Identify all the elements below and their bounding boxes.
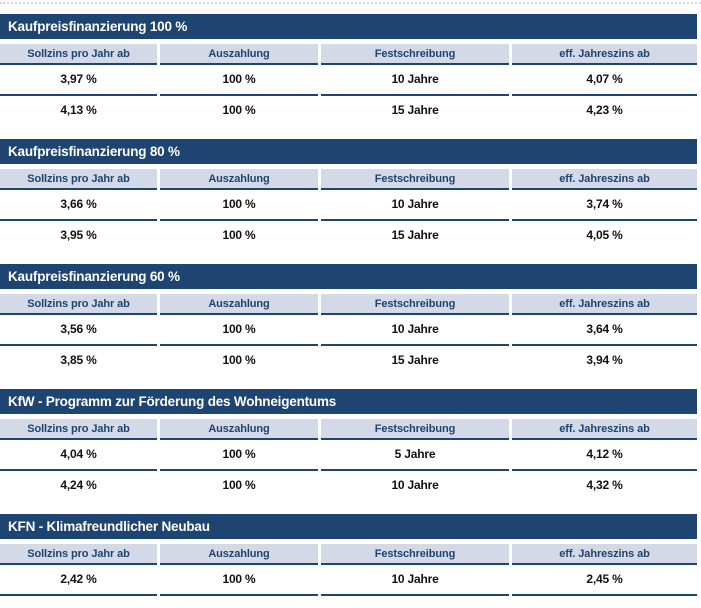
table-row: 2,42 % 100 % 10 Jahre 2,45 % (0, 565, 697, 596)
column-header: Festschreibung (321, 169, 509, 190)
table-cell: 100 % (222, 103, 256, 117)
table-cell: 4,12 % (512, 440, 697, 471)
column-header-row: Sollzins pro Jahr ab Auszahlung Festschrei… (0, 294, 697, 315)
column-header: Festschreibung (321, 419, 509, 440)
rows: 4,04 % 100 % 5 Jahre 4,12 % 4,24 % 100 % 10 Ja… (0, 440, 697, 502)
table-cell: 3,97 % (0, 65, 157, 96)
table-cell: 2,45 % (512, 565, 697, 596)
rate-table-section: KfW - Programm zur Förderung des Wohneig… (0, 389, 697, 502)
table-row: 4,24 % 100 % 10 Jahre 4,32 % (0, 471, 697, 502)
table-cell: 100 % (222, 478, 256, 492)
rate-table-section: KFN - Klimafreundlicher Neubau Sollzins … (0, 514, 697, 596)
table-cell: 100 % (222, 228, 256, 242)
column-header: eff. Jahreszins ab (512, 544, 697, 565)
section-title: KFN - Klimafreundlicher Neubau (0, 514, 697, 539)
column-header: Festschreibung (321, 44, 509, 65)
rows: 3,66 % 100 % 10 Jahre 3,74 % 3,95 % 100 % 15 J… (0, 190, 697, 252)
column-header: eff. Jahreszins ab (512, 419, 697, 440)
column-header-row: Sollzins pro Jahr ab Auszahlung Festschrei… (0, 44, 697, 65)
column-header: Festschreibung (321, 544, 509, 565)
rows: 3,97 % 100 % 10 Jahre 4,07 % 4,13 % 100 % 15 J… (0, 65, 697, 127)
column-header: Sollzins pro Jahr ab (0, 169, 157, 190)
column-header-row: Sollzins pro Jahr ab Auszahlung Festschrei… (0, 544, 697, 565)
section-title: Kaufpreisfinanzierung 60 % (0, 264, 697, 289)
table-cell: 10 Jahre (321, 315, 509, 346)
column-header: Sollzins pro Jahr ab (0, 44, 157, 65)
table-cell: 4,04 % (0, 440, 157, 471)
table-cell: 3,64 % (512, 315, 697, 346)
column-header-row: Sollzins pro Jahr ab Auszahlung Festschrei… (0, 419, 697, 440)
table-cell: 3,66 % (0, 190, 157, 221)
column-header: Auszahlung (160, 169, 318, 190)
table-row: 4,13 % 100 % 15 Jahre 4,23 % (0, 96, 697, 127)
column-header: eff. Jahreszins ab (512, 169, 697, 190)
table-cell: 15 Jahre (391, 103, 439, 117)
rows: 3,56 % 100 % 10 Jahre 3,64 % 3,85 % 100 % 15 J… (0, 315, 697, 377)
column-header: Sollzins pro Jahr ab (0, 419, 157, 440)
table-cell: 4,24 % (60, 478, 97, 492)
section-title: Kaufpreisfinanzierung 80 % (0, 139, 697, 164)
table-cell: 10 Jahre (321, 65, 509, 96)
rate-table-section: Kaufpreisfinanzierung 80 % Sollzins pro … (0, 139, 697, 252)
table-cell: 4,32 % (586, 478, 623, 492)
column-header: Auszahlung (160, 419, 318, 440)
table-cell: 100 % (160, 440, 318, 471)
table-row: 3,56 % 100 % 10 Jahre 3,64 % (0, 315, 697, 346)
column-header: Festschreibung (321, 294, 509, 315)
table-cell: 4,07 % (512, 65, 697, 96)
table-cell: 3,85 % (60, 353, 97, 367)
table-row: 3,85 % 100 % 15 Jahre 3,94 % (0, 346, 697, 377)
table-cell: 10 Jahre (321, 190, 509, 221)
table-row: 4,04 % 100 % 5 Jahre 4,12 % (0, 440, 697, 471)
table-cell: 100 % (160, 65, 318, 96)
table-cell: 100 % (160, 315, 318, 346)
table-row: 3,97 % 100 % 10 Jahre 4,07 % (0, 65, 697, 96)
table-cell: 4,23 % (586, 103, 623, 117)
column-header: Auszahlung (160, 44, 318, 65)
table-cell: 100 % (160, 565, 318, 596)
table-cell: 15 Jahre (391, 228, 439, 242)
rate-table-section: Kaufpreisfinanzierung 100 % Sollzins pro… (0, 14, 697, 127)
rate-tables: Kaufpreisfinanzierung 100 % Sollzins pro… (0, 14, 697, 608)
table-cell: 10 Jahre (391, 478, 439, 492)
rate-table-section: Kaufpreisfinanzierung 60 % Sollzins pro … (0, 264, 697, 377)
table-cell: 3,94 % (586, 353, 623, 367)
column-header: Sollzins pro Jahr ab (0, 294, 157, 315)
section-title: Kaufpreisfinanzierung 100 % (0, 14, 697, 39)
table-cell: 3,95 % (60, 228, 97, 242)
table-cell: 100 % (222, 353, 256, 367)
rows: 2,42 % 100 % 10 Jahre 2,45 % (0, 565, 697, 596)
column-header: eff. Jahreszins ab (512, 44, 697, 65)
section-title: KfW - Programm zur Förderung des Wohneig… (0, 389, 697, 414)
top-dotted-divider (0, 2, 701, 4)
table-cell: 10 Jahre (321, 565, 509, 596)
table-cell: 2,42 % (0, 565, 157, 596)
table-row: 3,66 % 100 % 10 Jahre 3,74 % (0, 190, 697, 221)
table-cell: 4,13 % (60, 103, 97, 117)
column-header: Auszahlung (160, 544, 318, 565)
table-cell: 3,74 % (512, 190, 697, 221)
column-header-row: Sollzins pro Jahr ab Auszahlung Festschrei… (0, 169, 697, 190)
table-cell: 3,56 % (0, 315, 157, 346)
table-row: 3,95 % 100 % 15 Jahre 4,05 % (0, 221, 697, 252)
table-cell: 4,05 % (586, 228, 623, 242)
column-header: Auszahlung (160, 294, 318, 315)
table-cell: 5 Jahre (321, 440, 509, 471)
column-header: eff. Jahreszins ab (512, 294, 697, 315)
table-cell: 100 % (160, 190, 318, 221)
table-cell: 15 Jahre (391, 353, 439, 367)
column-header: Sollzins pro Jahr ab (0, 544, 157, 565)
